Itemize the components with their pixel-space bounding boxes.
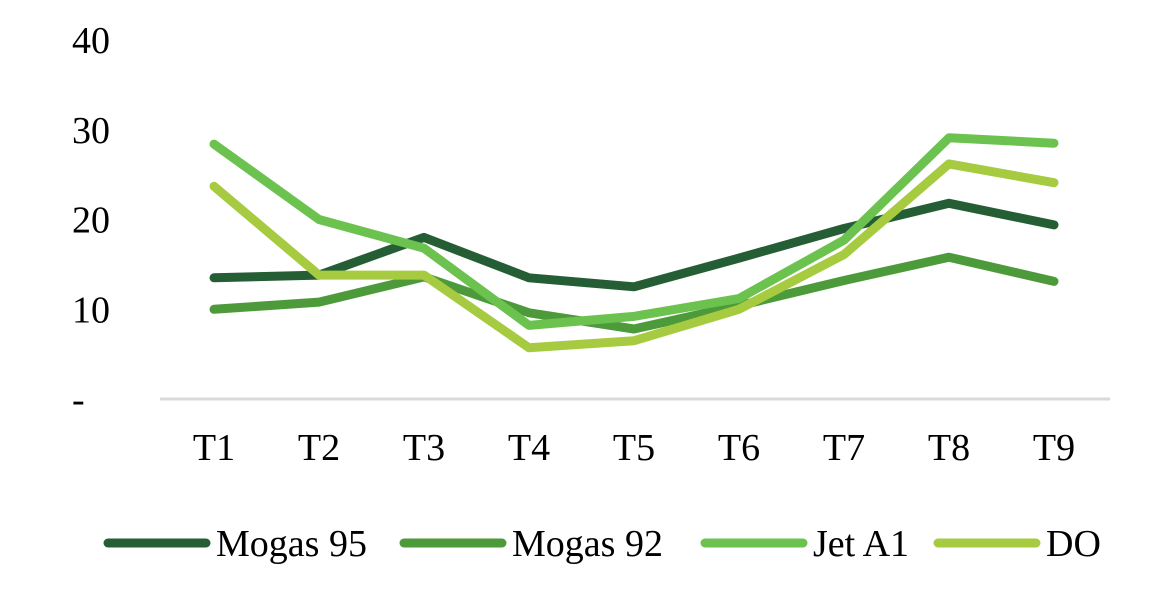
x-tick-label: T9: [1033, 427, 1075, 469]
series-line-do: [209, 159, 1059, 353]
x-tick-label: T5: [613, 427, 655, 469]
x-tick-label: T7: [823, 427, 865, 469]
y-tick-label: -: [72, 379, 85, 421]
series-lines: [209, 133, 1059, 353]
x-axis: T1 T2 T3 T4 T5 T6 T7 T8 T9: [193, 427, 1075, 469]
x-tick-label: T2: [298, 427, 340, 469]
legend-label: DO: [1046, 523, 1101, 565]
legend-item: Jet A1: [700, 523, 909, 565]
legend-item: DO: [933, 523, 1101, 565]
x-tick-label: T1: [193, 427, 235, 469]
series-line-jet-a1: [209, 133, 1059, 330]
legend: Mogas 95 Mogas 92 Jet A1 DO: [103, 523, 1101, 565]
x-tick-label: T3: [403, 427, 445, 469]
legend-label: Mogas 92: [512, 523, 663, 565]
y-tick-label: 40: [72, 20, 110, 62]
y-axis: - 10 20 30 40: [72, 20, 110, 421]
series-line-mogas-92: [209, 252, 1059, 334]
y-tick-label: 20: [72, 200, 110, 242]
x-tick-label: T8: [928, 427, 970, 469]
y-tick-label: 30: [72, 110, 110, 152]
legend-label: Mogas 95: [216, 523, 367, 565]
legend-item: Mogas 92: [399, 523, 663, 565]
series-line-mogas-95: [209, 198, 1059, 292]
y-tick-label: 10: [72, 289, 110, 331]
legend-label: Jet A1: [813, 523, 909, 565]
legend-item: Mogas 95: [103, 523, 367, 565]
x-tick-label: T4: [508, 427, 550, 469]
x-tick-label: T6: [718, 427, 760, 469]
